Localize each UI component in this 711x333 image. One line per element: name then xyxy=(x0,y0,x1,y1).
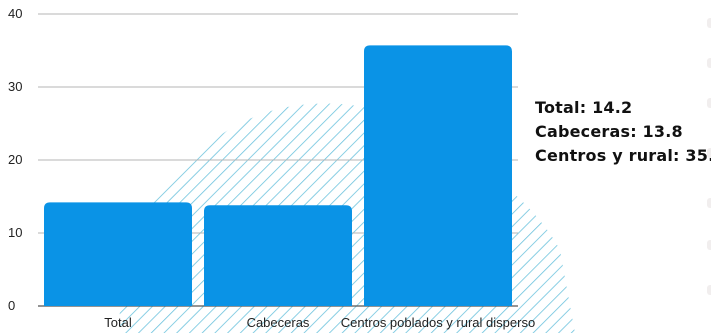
annotation-centros-rural: Centros y rural: 35.7% xyxy=(535,144,711,168)
edge-dot xyxy=(707,58,711,68)
annotation-cabeceras: Cabeceras: 13.8 xyxy=(535,120,711,144)
y-tick-label: 20 xyxy=(8,152,22,167)
edge-dot xyxy=(707,240,711,250)
edge-dot xyxy=(707,98,711,108)
right-edge-decoration xyxy=(705,0,711,333)
y-tick-label: 40 xyxy=(8,6,22,21)
bar xyxy=(364,45,512,306)
value-annotations: Total: 14.2 Cabeceras: 13.8 Centros y ru… xyxy=(535,96,711,168)
bar xyxy=(44,202,192,306)
edge-dot xyxy=(707,285,711,295)
x-category-label: Cabeceras xyxy=(247,315,310,330)
edge-dot xyxy=(707,18,711,28)
annotation-total: Total: 14.2 xyxy=(535,96,711,120)
y-axis-ticks: 0 10 20 30 40 xyxy=(8,6,22,313)
y-tick-label: 10 xyxy=(8,225,22,240)
y-tick-label: 0 xyxy=(8,298,15,313)
edge-dot xyxy=(707,148,711,158)
edge-dot xyxy=(707,198,711,208)
y-tick-label: 30 xyxy=(8,79,22,94)
x-category-label: Total xyxy=(104,315,132,330)
bar xyxy=(204,205,352,306)
x-category-label: Centros poblados y rural disperso xyxy=(341,315,535,330)
